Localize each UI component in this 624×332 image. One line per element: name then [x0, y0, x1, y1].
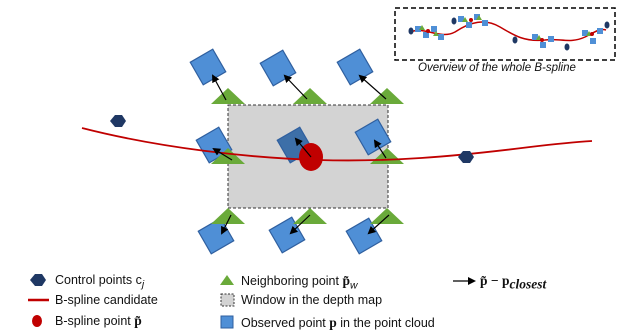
- overview-neighboring-point: [433, 31, 439, 36]
- legend-neighboring-point: Neighboring point p̃w: [241, 273, 358, 292]
- legend-arrow-label-b: p: [501, 273, 510, 288]
- overview-observed-point: [423, 32, 429, 38]
- legend-neighboring-point-symbol: p̃: [342, 273, 350, 288]
- overview-observed-point: [474, 14, 480, 20]
- overview-neighboring-point: [476, 15, 482, 20]
- overview-caption: Overview of the whole B-spline: [418, 62, 576, 74]
- legend-control-point-icon: [30, 274, 46, 286]
- legend-window-icon: [220, 293, 235, 307]
- legend-neighboring-point-label: Neighboring point: [241, 274, 343, 288]
- legend-bspline-candidate: B-spline candidate: [55, 293, 158, 307]
- overview-inset: [394, 7, 616, 61]
- legend-neighboring-point-icon: [220, 275, 234, 285]
- difference-arrow: [283, 74, 308, 100]
- difference-arrow: [358, 74, 387, 100]
- difference-arrows: [212, 74, 390, 235]
- overview-observed-point: [431, 26, 437, 32]
- legend-symbols: [28, 274, 476, 329]
- overview-observed-point: [540, 42, 546, 48]
- legend-observed-point-suffix: in the point cloud: [336, 316, 435, 330]
- neighboring-point: [211, 208, 245, 224]
- difference-arrow: [367, 214, 390, 235]
- overview-observed-point: [582, 30, 588, 36]
- legend-bspline-point-icon: [32, 315, 42, 327]
- overview-observed-point: [458, 16, 464, 22]
- overview-bspline-point: [426, 29, 430, 33]
- observed-point: [259, 49, 297, 87]
- legend-bspline-point: B-spline point p̃: [55, 313, 142, 329]
- legend-window: Window in the depth map: [241, 293, 383, 307]
- overview-observed-point: [532, 34, 538, 40]
- overview-bspline-point: [540, 38, 544, 42]
- overview-control-point: [512, 36, 518, 44]
- neighboring-point: [211, 148, 245, 164]
- neighboring-points: [211, 88, 404, 224]
- overview-control-point: [451, 17, 457, 25]
- overview-observed-point: [438, 34, 444, 40]
- control-points: [110, 115, 474, 163]
- overview-control-point: [604, 21, 610, 29]
- difference-arrow: [289, 214, 311, 235]
- overview-observed-point: [548, 36, 554, 42]
- overview-control-point: [408, 27, 414, 35]
- overview-observed-point: [482, 20, 488, 26]
- difference-arrow: [294, 137, 312, 158]
- legend-arrow-label: p̃ − pclosest: [480, 273, 546, 293]
- overview-observed-point: [590, 38, 596, 44]
- legend-observed-point-label: Observed point: [241, 316, 330, 330]
- legend-observed-point-symbol: p: [329, 315, 337, 330]
- observed-point: [189, 48, 227, 86]
- legend-neighboring-point-sub: w: [349, 280, 358, 292]
- difference-arrow: [373, 139, 387, 159]
- overview-observed-point: [415, 26, 421, 32]
- neighboring-point: [293, 88, 327, 104]
- legend-observed-point-icon: [220, 315, 234, 329]
- legend-arrow-label-sub: closest: [509, 276, 547, 292]
- neighboring-point: [370, 88, 404, 104]
- legend-control-points-sub: j: [141, 279, 145, 291]
- overview-observed-point: [597, 28, 603, 34]
- overview-bspline-point: [469, 18, 473, 22]
- overview-neighboring-point: [419, 25, 425, 30]
- legend-arrow-label-a: p̃ −: [480, 273, 502, 288]
- legend-control-points: Control points cj: [55, 273, 144, 291]
- overview-observed-point: [466, 22, 472, 28]
- observed-point: [336, 48, 374, 86]
- overview-frame: [394, 7, 616, 61]
- overview-bspline-point: [590, 32, 594, 36]
- neighboring-point: [293, 208, 327, 224]
- difference-arrow: [212, 147, 233, 161]
- overview-neighboring-point: [462, 17, 468, 22]
- legend-bspline-point-label: B-spline point: [55, 314, 135, 328]
- legend-bspline-point-symbol: p̃: [134, 313, 142, 328]
- control-point: [458, 151, 474, 163]
- neighboring-point: [211, 88, 245, 104]
- legend-control-points-label: Control points c: [55, 273, 142, 287]
- overview-control-point: [564, 43, 570, 51]
- difference-arrow: [221, 214, 232, 235]
- bspline-curve: [81, 127, 593, 162]
- difference-arrow: [212, 74, 227, 101]
- control-point: [110, 115, 126, 127]
- legend-observed-point: Observed point p in the point cloud: [241, 315, 435, 331]
